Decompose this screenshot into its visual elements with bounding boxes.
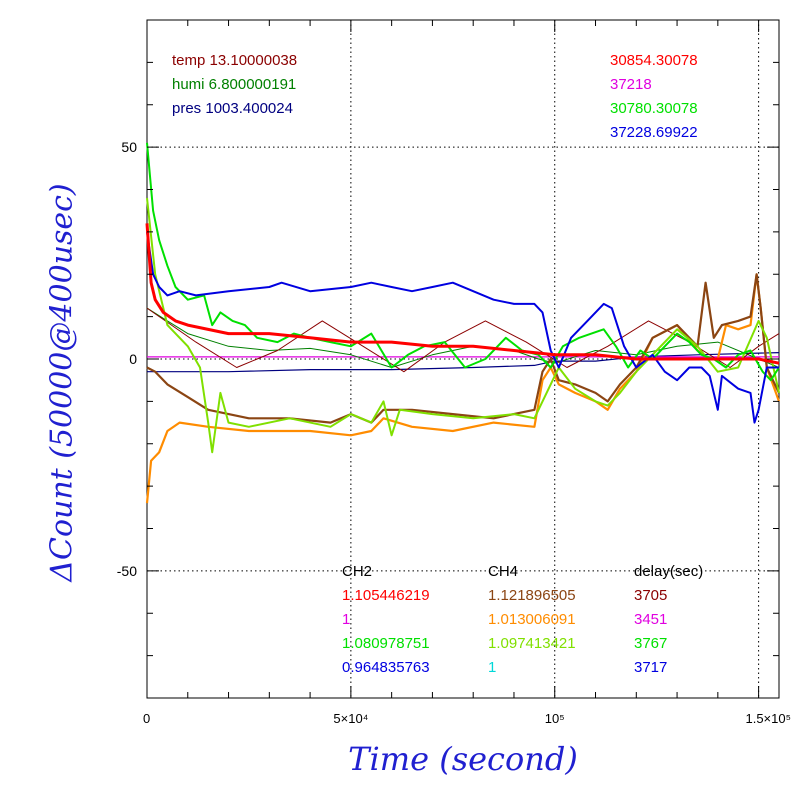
series-line-pres: [147, 352, 780, 373]
info-humi: humi 6.800000191: [172, 76, 297, 93]
table-header-ch4: CH4: [488, 563, 519, 580]
ch4-value: 1.121896505: [488, 587, 576, 604]
y-tick-label: 0: [129, 351, 137, 367]
series-line-lime: [146, 197, 780, 454]
series-line-green: [146, 142, 780, 382]
y-tick-label: 50: [121, 139, 137, 155]
delay-value: 3717: [634, 659, 668, 676]
info-temp: temp 13.10000038: [172, 52, 298, 69]
y-axis-label: ΔCount (50000@400usec): [44, 183, 80, 582]
info-right-4: 37228.69922: [610, 124, 698, 141]
y-tick-label: -50: [117, 563, 137, 579]
ch2-value: 0.964835763: [342, 659, 430, 676]
series-line-orange: [145, 273, 781, 504]
ch4-value: 1: [488, 659, 497, 676]
ch2-value: 1: [342, 611, 351, 628]
table-header-ch2: CH2: [342, 563, 373, 580]
info-pres: pres 1003.400024: [172, 100, 293, 117]
series-line-brown: [146, 273, 780, 424]
x-tick-label: 1.5×10⁵: [745, 711, 791, 726]
x-tick-label: 10⁵: [545, 711, 565, 726]
info-right-2: 37218: [610, 76, 652, 93]
tick-layer: 0 5×10⁴ 10⁵ 1.5×10⁵ 50 0 -50: [117, 19, 791, 726]
x-axis-label: Time (second): [348, 740, 578, 778]
table-header-delay: delay(sec): [634, 563, 704, 580]
series-line-red: [145, 223, 780, 365]
ch4-value: 1.013006091: [488, 611, 576, 628]
info-right-3: 30780.30078: [610, 100, 698, 117]
series-layer: [145, 142, 781, 504]
delay-value: 3705: [634, 587, 668, 604]
ch2-value: 1.105446219: [342, 587, 430, 604]
x-tick-label: 5×10⁴: [333, 711, 368, 726]
delay-value: 3767: [634, 635, 668, 652]
delay-value: 3451: [634, 611, 668, 628]
x-tick-label: 0: [143, 711, 150, 726]
info-right-1: 30854.30078: [610, 52, 698, 69]
ch4-value: 1.097413421: [488, 635, 576, 652]
series-line-blue: [146, 231, 779, 424]
ch2-value: 1.080978751: [342, 635, 430, 652]
